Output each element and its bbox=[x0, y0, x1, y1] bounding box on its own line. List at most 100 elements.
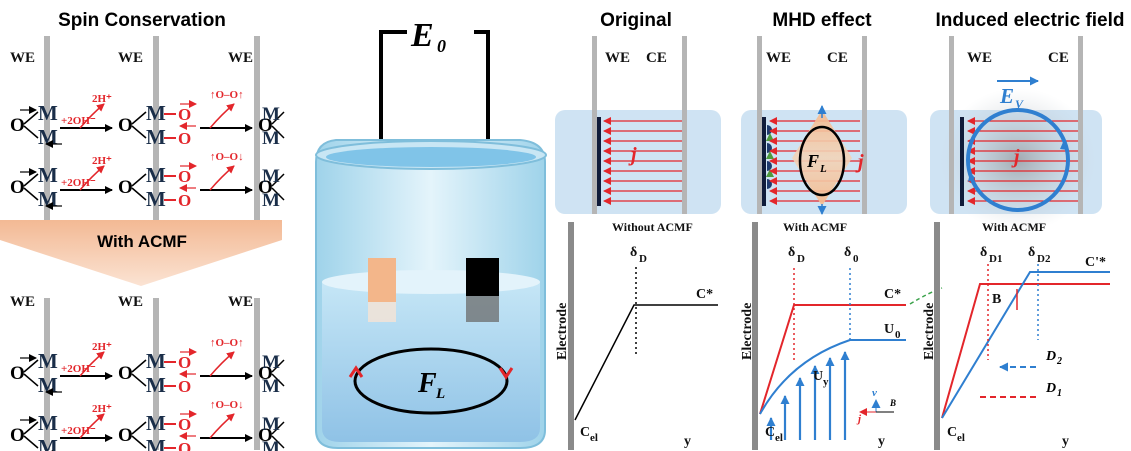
beaker-water bbox=[322, 282, 540, 442]
top-electrode-rod-3 bbox=[254, 36, 260, 221]
original-electrode-wall bbox=[568, 222, 574, 450]
metal-atom: M bbox=[146, 435, 166, 451]
hydroxide-label: +2OH⁻ bbox=[61, 177, 96, 189]
top-electrode-rod-1 bbox=[44, 36, 50, 221]
lorentz-force-loop bbox=[353, 347, 509, 415]
oxygen-bridge: O bbox=[10, 363, 25, 384]
voltage-sub: 0 bbox=[437, 36, 446, 56]
mhd-ce-rod bbox=[862, 36, 867, 214]
bottom-electrode-rod-2 bbox=[153, 298, 159, 450]
mhd-c-el: C bbox=[765, 425, 775, 440]
oxygen-spin-label: ↑O–O↓ bbox=[210, 151, 244, 163]
induced-current-lines bbox=[967, 117, 1078, 205]
induced-field-loop bbox=[966, 108, 1070, 212]
oxygen-adsorbate: O bbox=[178, 415, 191, 434]
metal-atom: M bbox=[146, 349, 166, 373]
metal-atom: M bbox=[38, 349, 58, 373]
induced-dd1-sub: 1 bbox=[1057, 388, 1062, 399]
oxygen-bridge: O bbox=[10, 115, 25, 136]
water-surface bbox=[322, 270, 540, 294]
counter-electrode bbox=[466, 258, 499, 296]
mhd-b-label: B bbox=[889, 398, 896, 408]
induced-ce-rod bbox=[1078, 36, 1083, 214]
metal-atom: M bbox=[262, 414, 280, 435]
mhd-we-label: WE bbox=[766, 50, 791, 66]
metal-atom: M bbox=[146, 101, 166, 125]
induced-blue-profile bbox=[941, 271, 1110, 419]
oxygen-adsorbate: O bbox=[178, 439, 191, 451]
mhd-electrode-wall bbox=[752, 222, 758, 450]
spin-conservation-title: Spin Conservation bbox=[58, 10, 226, 31]
force-label: F bbox=[417, 368, 437, 399]
counter-electrode-submerged bbox=[466, 296, 499, 322]
metal-atom: M bbox=[146, 125, 166, 149]
mhd-c-el-sub: el bbox=[775, 432, 783, 444]
loop-arrow-left-icon bbox=[968, 172, 975, 182]
hydroxide-label: +2OH⁻ bbox=[61, 115, 96, 127]
mhd-electrode-face bbox=[762, 117, 766, 206]
original-ce-label: CE bbox=[646, 50, 667, 66]
mhd-delta-d-sub: D bbox=[797, 253, 805, 265]
original-c-star: C* bbox=[696, 287, 713, 302]
mhd-force-label: F bbox=[806, 151, 819, 171]
original-we-rod bbox=[592, 36, 597, 214]
induced-y-axis-label: Electrode bbox=[922, 303, 937, 360]
original-concentration-profile bbox=[574, 304, 718, 421]
original-electrode-face bbox=[597, 117, 601, 206]
oxygen-bridge: O bbox=[10, 425, 25, 446]
mhd-j-label: j bbox=[856, 413, 862, 425]
oxygen-bridge: O bbox=[258, 115, 273, 136]
proton-label: 2H⁺ bbox=[92, 403, 112, 415]
mhd-panel: MHD effect WE CE F L j With ACMF Electro… bbox=[740, 10, 907, 450]
induced-d2-label: δ bbox=[1028, 245, 1035, 260]
mhd-u0-sub: 0 bbox=[895, 329, 901, 341]
induced-electrode-face bbox=[960, 117, 964, 206]
mhd-x-axis: y bbox=[878, 434, 885, 449]
ev-sub: V bbox=[1015, 97, 1024, 111]
mhd-velocity-profile bbox=[759, 339, 906, 415]
bottom-electrode-rod-3 bbox=[254, 298, 260, 450]
mhd-u0: U bbox=[884, 322, 894, 337]
top-electrode-rod-2 bbox=[153, 36, 159, 221]
mhd-caption: With ACMF bbox=[783, 220, 847, 234]
mhd-uy-sub: y bbox=[823, 376, 829, 388]
beaker-panel: E 0 F L bbox=[315, 17, 547, 449]
metal-atom: M bbox=[38, 373, 58, 397]
induced-d2-sub: D2 bbox=[1037, 253, 1051, 265]
mhd-delta-0-sub: 0 bbox=[853, 253, 859, 265]
induced-d1-label: δ bbox=[980, 245, 987, 260]
mhd-v-label: v bbox=[872, 387, 877, 399]
hydroxide-label: +2OH⁻ bbox=[61, 425, 96, 437]
mhd-uy: U bbox=[813, 369, 823, 384]
voltage-label: E bbox=[410, 17, 434, 54]
metal-atom: M bbox=[262, 376, 280, 397]
induced-dd2-sub: 2 bbox=[1056, 356, 1062, 367]
induced-c-el-sub: el bbox=[957, 432, 965, 444]
mhd-delta-d-label: δ bbox=[788, 245, 795, 260]
induced-b-label: B bbox=[992, 292, 1001, 307]
we-label-bottom-2: WE bbox=[118, 294, 143, 310]
mhd-ce-label: CE bbox=[827, 50, 848, 66]
induced-current-label: j bbox=[1011, 146, 1020, 168]
oxygen-spin-label: ↑O–O↓ bbox=[210, 399, 244, 411]
loop-arrow-right-icon bbox=[1060, 140, 1068, 150]
metal-atom: M bbox=[146, 373, 166, 397]
metal-atom: M bbox=[38, 101, 58, 125]
induced-glow bbox=[940, 88, 1096, 232]
metal-atom: M bbox=[38, 187, 58, 211]
metal-atom: M bbox=[262, 352, 280, 373]
metal-atom: M bbox=[262, 128, 280, 149]
original-cell-bath bbox=[555, 110, 721, 214]
metal-atom: M bbox=[38, 435, 58, 451]
metal-atom: M bbox=[262, 190, 280, 211]
original-current-lines bbox=[603, 117, 682, 205]
metal-atom: M bbox=[146, 163, 166, 187]
induced-d1-sub: D1 bbox=[989, 253, 1002, 265]
we-label-top-3: WE bbox=[228, 50, 253, 66]
induced-red-profile bbox=[941, 283, 1110, 419]
working-electrode-submerged bbox=[368, 302, 396, 322]
induced-field-title: Induced electric field bbox=[936, 10, 1125, 31]
